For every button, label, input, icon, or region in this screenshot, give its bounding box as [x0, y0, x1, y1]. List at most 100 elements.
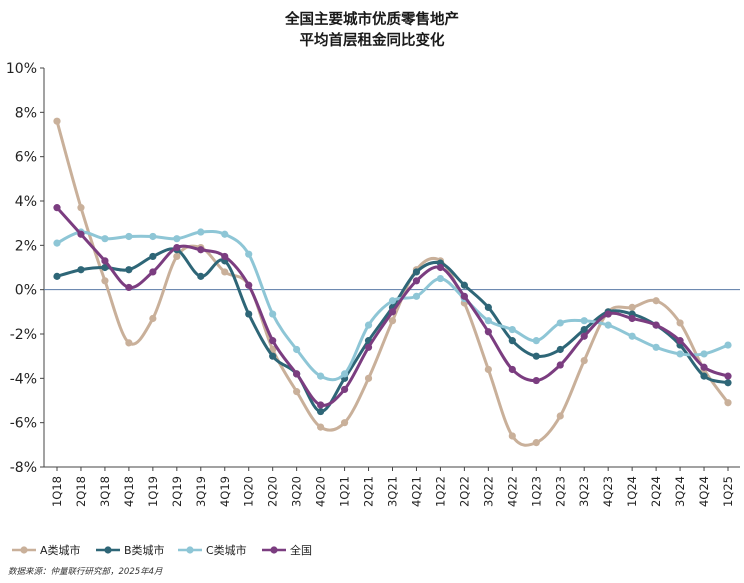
data-point [149, 252, 157, 261]
data-point [77, 266, 85, 274]
data-point [364, 343, 373, 351]
data-point [508, 365, 516, 374]
data-point [700, 350, 708, 358]
x-tick-label: 2Q18 [74, 476, 88, 507]
data-point [652, 343, 660, 351]
data-point [460, 292, 468, 300]
data-point [412, 277, 421, 285]
x-tick-label: 4Q19 [218, 476, 232, 507]
x-tick-label: 2Q21 [362, 476, 376, 507]
x-tick-label: 2Q19 [170, 476, 184, 507]
data-point [700, 372, 708, 380]
data-point [101, 277, 109, 285]
data-point [700, 363, 708, 371]
data-point [508, 432, 516, 440]
data-point [412, 268, 421, 276]
x-tick-label: 3Q19 [194, 476, 208, 507]
data-point [724, 379, 732, 387]
legend-swatch-marker [270, 546, 278, 554]
x-tick-label: 1Q21 [338, 476, 352, 507]
legend-swatch-marker [20, 546, 28, 554]
x-tick-label: 4Q22 [505, 476, 519, 507]
data-point [484, 303, 492, 311]
data-point [149, 268, 157, 276]
y-tick-label: 0% [15, 283, 37, 299]
series-line [55, 120, 730, 447]
y-tick-label: 6% [15, 150, 37, 166]
data-point [508, 337, 516, 345]
x-tick-label: 1Q25 [721, 476, 735, 507]
x-tick-label: 1Q20 [242, 476, 256, 507]
x-tick-label: 3Q18 [98, 476, 112, 507]
data-point [317, 407, 325, 416]
data-point [53, 239, 61, 247]
data-point [580, 332, 588, 340]
data-point [173, 243, 181, 252]
data-point [628, 314, 636, 323]
data-point [724, 341, 732, 349]
x-tick-label: 1Q23 [529, 476, 543, 507]
data-point [197, 272, 205, 280]
data-point [269, 310, 277, 318]
data-point [197, 228, 205, 236]
data-point [652, 321, 660, 329]
data-point [317, 423, 325, 431]
data-point [532, 337, 540, 345]
data-point [580, 317, 588, 325]
data-point [508, 325, 516, 334]
data-point [173, 235, 181, 243]
x-tick-label: 3Q22 [481, 476, 495, 507]
y-tick-label: -8% [10, 460, 37, 476]
data-point [317, 401, 325, 409]
legend-label: B类城市 [124, 543, 165, 557]
data-point [724, 399, 732, 407]
data-point [101, 263, 109, 272]
data-point [436, 263, 445, 272]
legend-item: C类城市 [178, 543, 247, 557]
data-point [724, 372, 732, 380]
data-point [245, 281, 253, 289]
legend-swatch-marker [186, 546, 194, 554]
data-point [245, 250, 253, 258]
data-point [532, 352, 540, 360]
legend: A类城市 B类城市 C类城市 全国 [12, 543, 312, 557]
data-point [269, 352, 277, 360]
data-point [460, 281, 468, 289]
data-point [293, 370, 301, 378]
data-point [676, 337, 684, 345]
y-tick-label: -6% [10, 416, 37, 432]
legend-item: 全国 [262, 543, 312, 557]
data-point [340, 385, 349, 394]
data-point [364, 374, 373, 382]
x-tick-label: 1Q19 [146, 476, 160, 507]
series-4 [53, 204, 732, 409]
data-point [197, 246, 205, 254]
data-point [676, 350, 684, 358]
data-point [484, 365, 492, 374]
x-tick-label: 4Q18 [122, 476, 136, 507]
data-point [221, 230, 229, 238]
data-point [125, 266, 133, 274]
y-tick-label: 8% [15, 105, 37, 121]
data-point [101, 235, 109, 243]
data-point [604, 310, 612, 318]
data-point [173, 252, 181, 261]
series-1 [53, 117, 732, 447]
data-point [125, 339, 133, 347]
data-point [101, 257, 109, 265]
series-line [56, 247, 729, 414]
chart-title-line1: 全国主要城市优质零售地产 [284, 10, 459, 28]
x-tick-label: 4Q24 [697, 476, 711, 507]
data-point [556, 345, 564, 354]
x-tick-label: 3Q23 [577, 476, 591, 507]
y-tick-label: 4% [15, 194, 37, 210]
data-point [412, 292, 421, 300]
data-point [221, 268, 229, 276]
legend-item: A类城市 [12, 543, 81, 557]
y-tick-label: -2% [10, 327, 37, 343]
x-tick-label: 2Q22 [457, 476, 471, 507]
data-point [436, 274, 445, 283]
y-tick-label: 10% [6, 61, 37, 77]
data-point [77, 230, 85, 238]
